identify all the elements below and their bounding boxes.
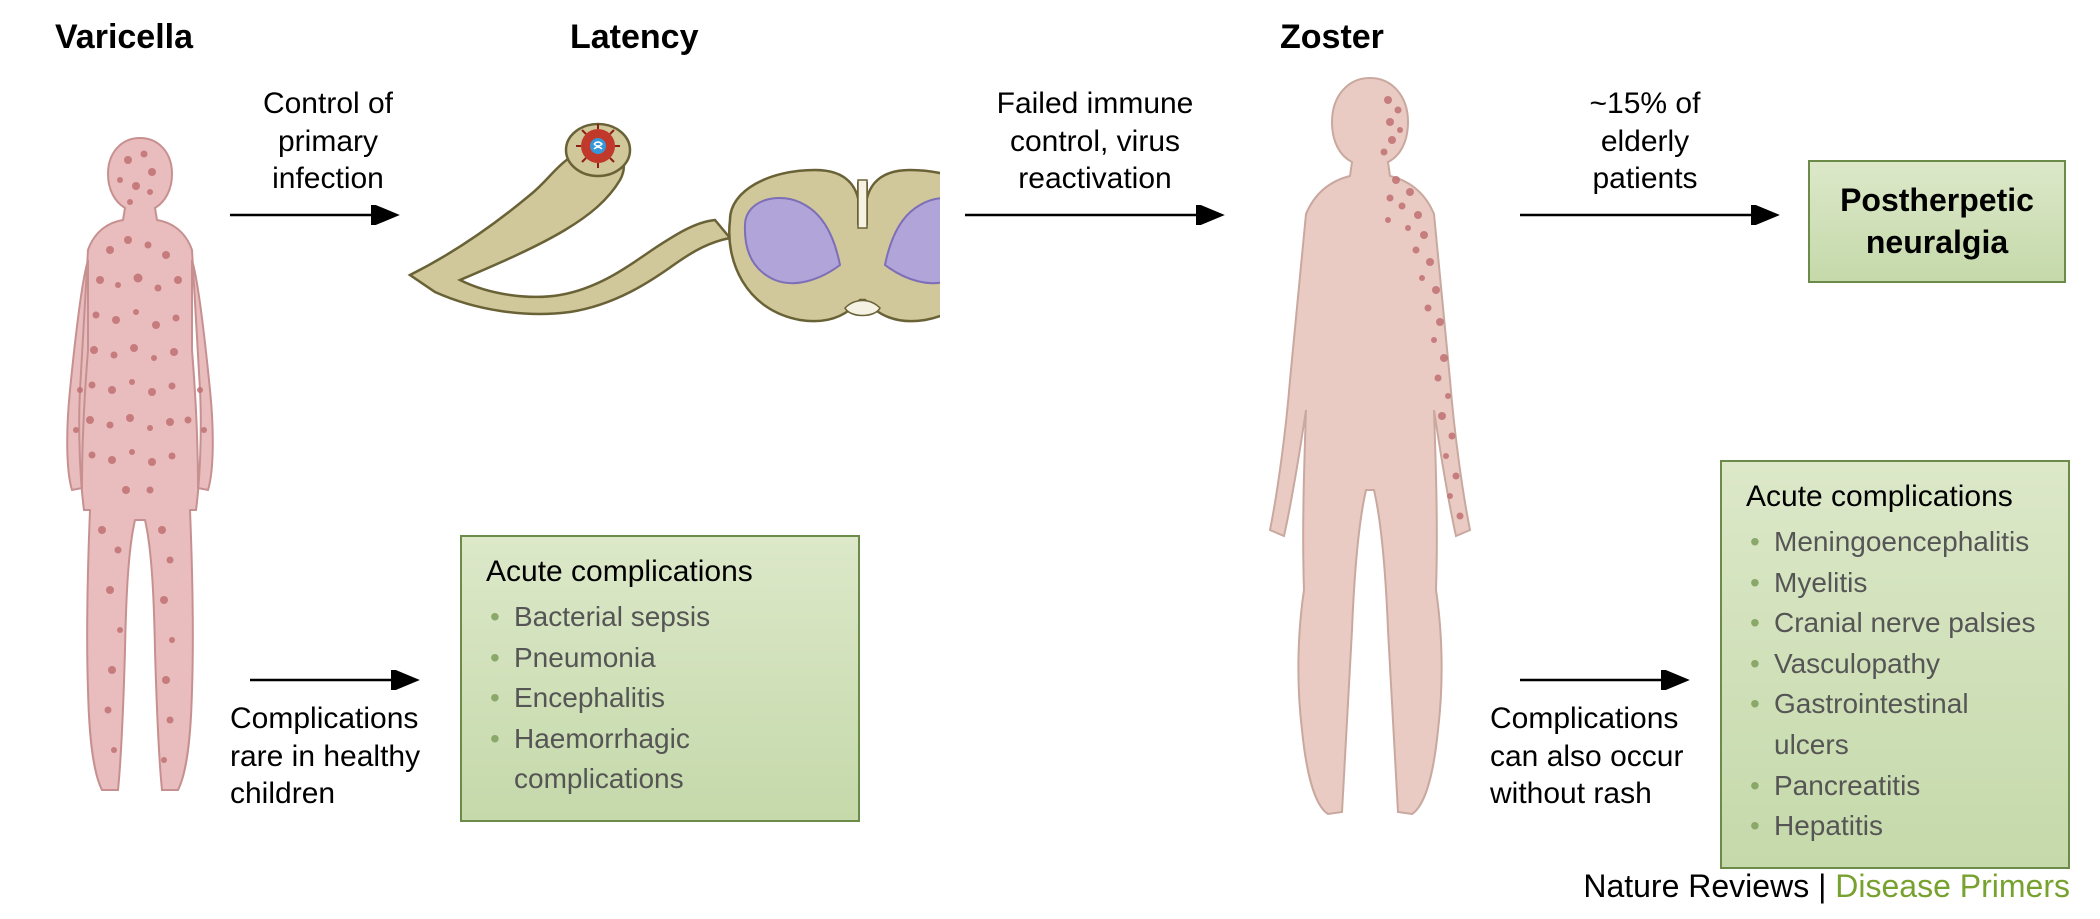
list-item: Vasculopathy [1750,644,2044,685]
list-item: Meningoencephalitis [1750,522,2044,563]
zoster-box-list: Meningoencephalitis Myelitis Cranial ner… [1746,522,2044,847]
label-t2: Failed immunecontrol, virusreactivation [980,85,1210,198]
stage-title-zoster: Zoster [1280,18,1384,57]
arrow-t2 [965,205,1235,225]
arrow-t3 [1520,205,1790,225]
label-t4: Complicationsrare in healthychildren [230,700,460,813]
list-item: Encephalitis [490,678,834,719]
adult-figure [1240,70,1500,825]
child-figure [40,130,240,805]
label-t5: Complicationscan also occurwithout rash [1490,700,1740,813]
stage-title-latency: Latency [570,18,699,57]
credit-b: Disease Primers [1835,868,2070,904]
label-t1: Control ofprimaryinfection [238,85,418,198]
list-item: Pneumonia [490,638,834,679]
postherpetic-neuralgia-box: Postherpeticneuralgia [1808,160,2066,283]
zoster-complications-box: Acute complications Meningoencephalitis … [1720,460,2070,869]
credit-line: Nature Reviews | Disease Primers [1583,868,2070,905]
arrow-t5 [1520,670,1700,690]
zoster-box-title: Acute complications [1746,480,2044,514]
list-item: Cranial nerve palsies [1750,603,2044,644]
label-t3: ~15% ofelderlypatients [1560,85,1730,198]
arrow-t1 [230,205,410,225]
list-item: Hepatitis [1750,806,2044,847]
varicella-box-list: Bacterial sepsis Pneumonia Encephalitis … [486,597,834,800]
credit-sep: | [1818,868,1835,904]
list-item: Myelitis [1750,563,2044,604]
list-item: Gastrointestinal ulcers [1750,684,2044,765]
arrow-t4 [250,670,430,690]
credit-a: Nature Reviews [1583,868,1809,904]
varicella-complications-box: Acute complications Bacterial sepsis Pne… [460,535,860,822]
list-item: Bacterial sepsis [490,597,834,638]
neuron-ganglion [400,100,940,365]
varicella-box-title: Acute complications [486,555,834,589]
list-item: Haemorrhagiccomplications [490,719,834,800]
list-item: Pancreatitis [1750,766,2044,807]
stage-title-varicella: Varicella [55,18,193,57]
